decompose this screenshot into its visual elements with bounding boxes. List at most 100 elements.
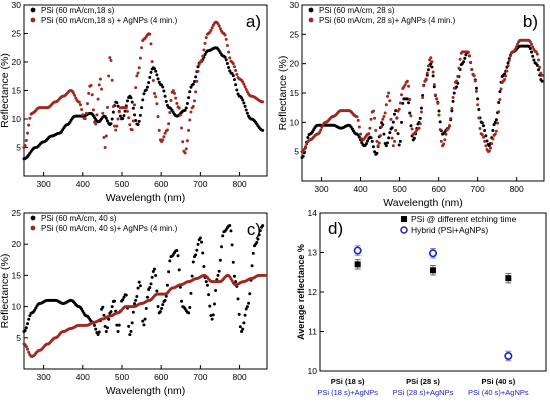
data-point (183, 151, 187, 155)
panel-label: a) (246, 12, 261, 31)
data-point (87, 91, 91, 95)
data-point (387, 91, 391, 95)
x-tick-label: 300 (314, 184, 328, 194)
data-point (532, 58, 536, 62)
data-point (409, 124, 413, 128)
data-point (245, 111, 249, 115)
data-point (134, 119, 138, 123)
data-point (140, 46, 144, 50)
data-point (163, 94, 167, 98)
data-point (234, 69, 238, 73)
data-point (452, 91, 456, 95)
data-point (94, 327, 98, 331)
data-point (113, 124, 117, 128)
data-point (464, 53, 468, 57)
data-point (73, 93, 77, 97)
data-point (136, 122, 140, 126)
data-point (130, 128, 134, 132)
data-point (430, 267, 436, 274)
y-axis-label: Reflectance (%) (0, 53, 11, 128)
data-point (493, 120, 497, 124)
legend-label: PSi (60 mA/cm, 40 s) (41, 214, 117, 223)
data-point (113, 299, 117, 303)
data-point (74, 96, 78, 100)
data-point (241, 327, 245, 331)
x-tick-label: 700 (193, 372, 207, 382)
data-point (438, 128, 442, 132)
data-point (211, 313, 215, 317)
panel-label: c) (247, 220, 261, 239)
data-point (133, 113, 137, 117)
data-point (26, 131, 30, 135)
data-point (419, 110, 423, 114)
data-point (484, 134, 488, 138)
data-point (184, 106, 188, 110)
y-tick-label: 20 (12, 57, 22, 67)
data-point (24, 326, 28, 330)
data-point (390, 126, 394, 130)
data-point (151, 79, 155, 83)
data-point (251, 251, 255, 255)
data-point (109, 310, 113, 314)
data-point (421, 95, 425, 99)
x-tick-label: 800 (232, 372, 246, 382)
category-sublabel: PSi (28 s)+AgNPs (393, 388, 454, 397)
data-point (405, 79, 409, 83)
data-point (496, 121, 500, 125)
data-point (491, 128, 495, 132)
data-point (305, 142, 309, 146)
data-point (241, 80, 245, 84)
data-point (210, 317, 214, 321)
data-point (456, 74, 460, 78)
data-point (116, 117, 120, 121)
data-point (27, 123, 31, 127)
data-point (530, 50, 534, 54)
data-point (141, 98, 145, 102)
data-point (482, 124, 485, 128)
data-point (94, 122, 98, 126)
data-point (210, 26, 214, 30)
data-point (241, 98, 245, 102)
data-point (195, 79, 199, 83)
data-point (508, 54, 512, 58)
data-point (138, 113, 142, 117)
data-point (401, 101, 405, 105)
data-point (425, 71, 429, 75)
data-point (393, 139, 397, 143)
data-point (154, 95, 158, 99)
data-point (370, 139, 374, 143)
data-point (191, 260, 195, 264)
data-point (192, 99, 196, 103)
data-point (450, 109, 454, 113)
data-point (438, 120, 442, 124)
data-point (207, 293, 211, 297)
data-point (304, 145, 308, 149)
data-point (107, 74, 111, 78)
data-point (385, 94, 389, 98)
legend-marker (30, 225, 36, 231)
data-point (452, 86, 456, 90)
y-tick-label: 13 (308, 248, 318, 258)
data-point (385, 141, 389, 145)
data-point (394, 109, 398, 113)
data-point (28, 116, 32, 120)
data-point (503, 77, 507, 81)
data-point (117, 110, 121, 114)
data-point (537, 68, 541, 72)
y-axis-label: Reflectance (%) (0, 254, 11, 329)
data-point (216, 273, 220, 277)
data-point (534, 50, 538, 54)
data-point (142, 323, 146, 327)
data-point (528, 40, 532, 44)
data-point (242, 101, 246, 105)
data-point (384, 103, 388, 107)
y-tick-label: 14 (308, 208, 318, 218)
data-point (480, 121, 484, 125)
data-point (407, 101, 411, 105)
data-point (228, 56, 232, 60)
data-point (109, 122, 113, 126)
data-point (430, 65, 434, 69)
data-point (450, 106, 454, 110)
data-point (218, 258, 222, 262)
data-point (255, 240, 259, 244)
